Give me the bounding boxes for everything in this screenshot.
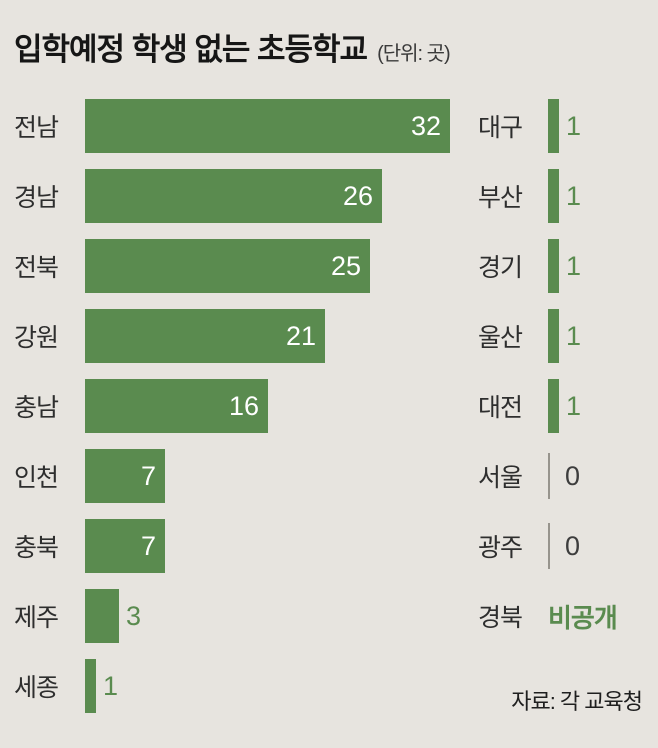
bar-area: 7 xyxy=(85,449,478,503)
right-bar-row: 대구 1 xyxy=(478,91,658,161)
right-bar-row: 대전 1 xyxy=(478,371,658,441)
bar-value: 0 xyxy=(565,530,581,561)
right-bar-row: 광주 0 xyxy=(478,511,658,581)
region-label: 충북 xyxy=(14,534,59,562)
left-bar-column: 전남 32 경남 26 전북 25 강원 21 충남 16 인천 7 충북 7 제주 3 세종 1 xyxy=(14,91,478,721)
bar-area: 7 xyxy=(85,519,478,573)
axis-tick-line xyxy=(548,523,550,569)
bar-area: 25 xyxy=(85,239,478,293)
value-bar: 26 xyxy=(85,169,382,223)
value-bar xyxy=(548,239,559,293)
region-label: 대전 xyxy=(478,394,523,422)
right-bar-row: 경북 비공개 xyxy=(478,581,658,651)
left-bar-row: 세종 1 xyxy=(14,651,478,721)
region-label: 서울 xyxy=(478,464,523,492)
undisclosed-value: 비공개 xyxy=(548,602,618,633)
left-bar-row: 강원 21 xyxy=(14,301,478,371)
value-bar: 32 xyxy=(85,99,450,153)
chart-title: 입학예정 학생 없는 초등학교 xyxy=(14,32,368,67)
region-label: 대구 xyxy=(478,114,523,142)
bar-value: 21 xyxy=(285,320,316,351)
bar-value: 32 xyxy=(410,110,441,141)
bar-value: 1 xyxy=(566,110,582,141)
value-bar xyxy=(85,589,119,643)
axis-tick-line xyxy=(548,453,550,499)
left-bar-row: 충북 7 xyxy=(14,511,478,581)
left-bar-row: 제주 3 xyxy=(14,581,478,651)
chart-header: 입학예정 학생 없는 초등학교 (단위: 곳) xyxy=(14,24,658,69)
value-bar xyxy=(548,379,559,433)
bar-value: 0 xyxy=(565,460,581,491)
region-label: 광주 xyxy=(478,534,523,562)
right-bar-row: 울산 1 xyxy=(478,301,658,371)
value-bar: 16 xyxy=(85,379,268,433)
source-label: 자료: 각 교육청 xyxy=(511,689,643,714)
region-label: 충남 xyxy=(14,394,59,422)
right-bar-column: 대구 1 부산 1 경기 1 울산 1 대전 1 서울 0 광주 0 경북 비공개 xyxy=(478,91,658,721)
region-label: 인천 xyxy=(14,464,59,492)
region-label: 경남 xyxy=(14,184,59,212)
region-label: 전남 xyxy=(14,114,59,142)
right-bar-row: 부산 1 xyxy=(478,161,658,231)
bar-value: 16 xyxy=(228,390,259,421)
left-bar-row: 인천 7 xyxy=(14,441,478,511)
right-bar-row: 서울 0 xyxy=(478,441,658,511)
bar-area: 16 xyxy=(85,379,478,433)
bar-area: 21 xyxy=(85,309,478,363)
bar-area: 1 xyxy=(85,659,478,713)
region-label: 전북 xyxy=(14,254,59,282)
left-bar-row: 전북 25 xyxy=(14,231,478,301)
value-bar: 21 xyxy=(85,309,325,363)
bar-value: 1 xyxy=(566,320,582,351)
bar-chart: 전남 32 경남 26 전북 25 강원 21 충남 16 인천 7 충북 7 제주 3 세종 1 대구 1 부산 1 경… xyxy=(14,91,658,721)
left-bar-row: 충남 16 xyxy=(14,371,478,441)
bar-area: 32 xyxy=(85,99,478,153)
bar-value: 7 xyxy=(140,460,156,491)
value-bar: 7 xyxy=(85,519,165,573)
value-bar: 7 xyxy=(85,449,165,503)
unit-label: (단위: 곳) xyxy=(377,43,451,65)
region-label: 경북 xyxy=(478,604,523,632)
region-label: 제주 xyxy=(14,604,59,632)
bar-value: 1 xyxy=(566,180,582,211)
value-bar xyxy=(548,309,559,363)
bar-value: 3 xyxy=(126,600,142,631)
bar-area: 3 xyxy=(85,589,478,643)
bar-value: 1 xyxy=(566,390,582,421)
region-label: 경기 xyxy=(478,254,523,282)
region-label: 강원 xyxy=(14,324,59,352)
region-label: 울산 xyxy=(478,324,523,352)
left-bar-row: 전남 32 xyxy=(14,91,478,161)
region-label: 세종 xyxy=(14,674,59,702)
bar-value: 7 xyxy=(140,530,156,561)
bar-value: 26 xyxy=(342,180,373,211)
bar-area: 26 xyxy=(85,169,478,223)
right-bar-row: 경기 1 xyxy=(478,231,658,301)
region-label: 부산 xyxy=(478,184,523,212)
bar-value: 1 xyxy=(566,250,582,281)
value-bar xyxy=(548,99,559,153)
bar-value: 1 xyxy=(103,670,119,701)
value-bar xyxy=(548,169,559,223)
value-bar xyxy=(85,659,96,713)
bar-value: 25 xyxy=(330,250,361,281)
value-bar: 25 xyxy=(85,239,370,293)
left-bar-row: 경남 26 xyxy=(14,161,478,231)
